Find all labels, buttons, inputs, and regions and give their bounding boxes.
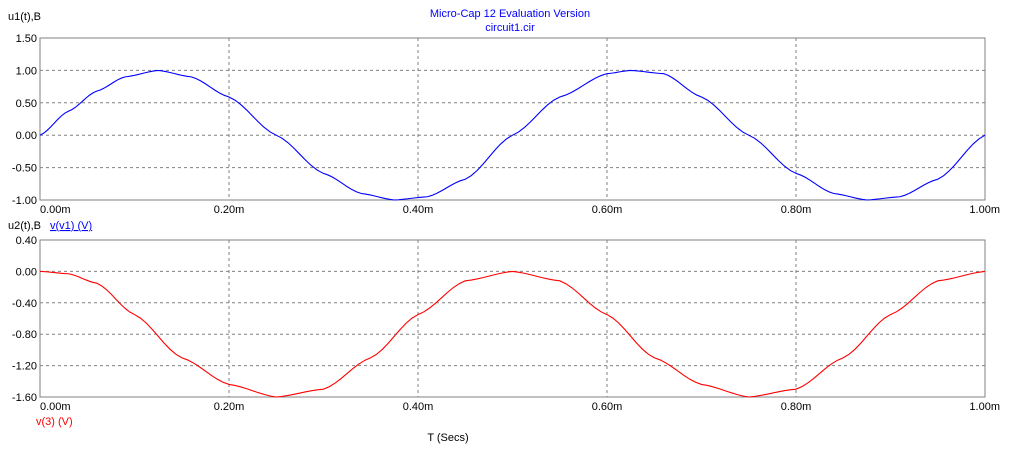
y-tick-label: 0.50 [16, 98, 37, 110]
y-tick-label: -1.60 [12, 392, 37, 404]
y-tick-label: 0.00 [16, 130, 37, 142]
top-panel: -1.00 -0.50 0.00 0.50 1.00 1.50 0.00m 0.20m 0.40… [12, 33, 1000, 216]
bottom-legend-top: v(v1) (V) [50, 220, 92, 232]
x-tick-label: 0.60m [592, 204, 623, 216]
y-tick-label: 0.40 [16, 235, 37, 247]
plot-frame [40, 38, 985, 200]
plot-subtitle: circuit1.cir [485, 22, 535, 34]
x-tick-label: 0.00m [40, 401, 71, 413]
v3-trace [40, 271, 985, 397]
plot-frame [40, 240, 985, 397]
y-tick-label: -1.00 [12, 195, 37, 207]
x-tick-label: 0.80m [781, 401, 812, 413]
x-axis-label: T (Secs) [427, 432, 468, 444]
x-tick-label: 1.00m [969, 204, 1000, 216]
x-tick-label: 1.00m [969, 401, 1000, 413]
bottom-y-label: u2(t),B [8, 220, 41, 232]
x-tick-label: 0.20m [214, 204, 245, 216]
y-tick-label: 0.00 [16, 266, 37, 278]
y-tick-label: -0.50 [12, 163, 37, 175]
y-tick-label: -0.40 [12, 298, 37, 310]
x-tick-label: 0.40m [403, 401, 434, 413]
y-tick-label: 1.00 [16, 65, 37, 77]
plot-title: Micro-Cap 12 Evaluation Version [430, 8, 590, 20]
x-tick-label: 0.00m [40, 204, 71, 216]
y-tick-label: -0.80 [12, 329, 37, 341]
x-tick-label: 0.80m [781, 204, 812, 216]
x-tick-label: 0.60m [592, 401, 623, 413]
bottom-trace-label: v(3) (V) [36, 416, 73, 428]
x-tick-label: 0.20m [214, 401, 245, 413]
bottom-panel: -1.60 -1.20 -0.80 -0.40 0.00 0.40 0.00m 0.20m 0.… [12, 235, 1000, 413]
y-tick-label: 1.50 [16, 33, 37, 45]
x-tick-label: 0.40m [403, 204, 434, 216]
top-y-label: u1(t),B [8, 11, 41, 23]
y-tick-label: -1.20 [12, 361, 37, 373]
